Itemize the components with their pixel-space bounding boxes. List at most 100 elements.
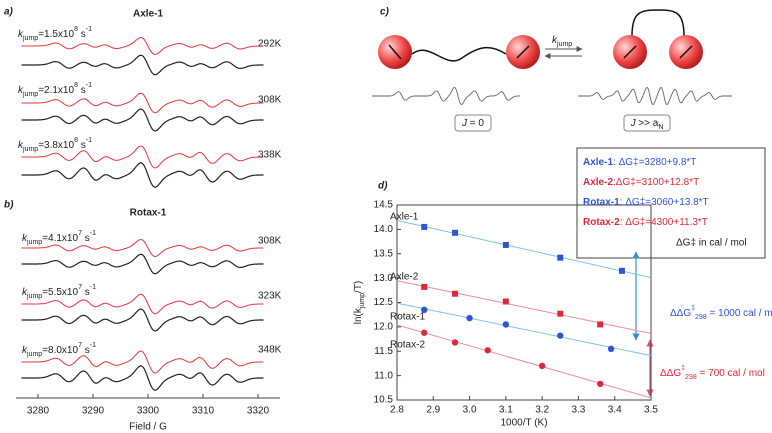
rate-label-part: k	[22, 287, 28, 298]
data-point	[421, 329, 428, 336]
rate-label-part: k	[18, 29, 24, 40]
data-point	[618, 267, 625, 274]
axis-title: ln(kjump/T)	[353, 281, 366, 325]
panel-label: c)	[380, 7, 390, 18]
x-tick-label: 3.5	[644, 405, 658, 416]
spin-arrow	[679, 45, 693, 59]
series-label: Rotax-2	[390, 340, 425, 351]
rate-label-part: =4.1x10	[42, 233, 78, 244]
annotation-part: ΔΔG	[660, 368, 681, 379]
rate-label: kjump	[552, 35, 572, 48]
x-tick-label: 2.8	[390, 405, 404, 416]
spectrum	[21, 162, 264, 188]
rate-label-part: k	[22, 345, 28, 356]
spectrum	[21, 54, 264, 76]
data-point	[557, 310, 564, 317]
rate-label-part: s	[78, 29, 86, 40]
data-point	[421, 283, 428, 290]
temperature-label: 308K	[258, 95, 282, 106]
spin-arrow	[516, 45, 530, 59]
axis-title-part: ln(k	[353, 307, 364, 324]
spectrum	[21, 350, 264, 374]
rate-label-part: k	[18, 140, 24, 151]
state-label-part: = 0	[467, 118, 484, 129]
y-tick-label: 12.5	[374, 297, 394, 308]
spin-arrow	[388, 44, 402, 60]
x-tick-label: 2.9	[426, 405, 440, 416]
rate-label-part: jump	[26, 239, 42, 246]
panel-title: Axle-1	[133, 9, 163, 20]
annotation: ΔΔG‡298 = 1000 cal / mol	[670, 305, 772, 321]
spectrum	[21, 365, 264, 391]
rate-label-part: -1	[90, 230, 96, 237]
fit-line	[396, 219, 652, 279]
rate-label-part: k	[22, 233, 28, 244]
series-label: Axle-2	[390, 272, 419, 283]
x-tick-label: 3320	[247, 406, 270, 417]
rate-label-part: 7	[78, 284, 82, 291]
data-point	[597, 380, 604, 388]
annotation-part: 298	[685, 374, 697, 381]
rate-label: kjump=4.1x107 s-1	[22, 230, 96, 246]
data-point	[502, 298, 509, 305]
panel-title: Rotax-1	[130, 208, 167, 219]
legend-entry: Axle-2:ΔG‡=3100+12.8*T	[583, 177, 699, 188]
rate-label-part: =1.5x10	[38, 29, 74, 40]
rate-label: kjump=8.0x107 s-1	[22, 342, 96, 358]
data-point	[538, 362, 546, 370]
panel-label: b)	[4, 200, 14, 211]
annotation-part: ‡	[681, 365, 685, 372]
schematic-spectrum	[372, 87, 520, 105]
spectrum	[21, 308, 264, 332]
legend-entry-part: : ΔG‡=3060+13.8*T	[620, 197, 709, 208]
spin-arrow	[623, 45, 637, 59]
rate-label-part: 8	[74, 26, 78, 33]
rate-label-part: s	[82, 345, 90, 356]
y-tick-label: 11.5	[374, 346, 393, 357]
data-point	[557, 332, 564, 339]
rate-label: kjump=1.5x108 s-1	[18, 26, 92, 42]
series-label: Rotax-1	[390, 312, 425, 323]
legend-box	[576, 147, 766, 259]
state-label-part: >> a	[636, 118, 659, 129]
axis-title-part: jump	[359, 293, 366, 309]
chain	[631, 9, 685, 37]
rate-label-part: -1	[86, 82, 92, 89]
axis-title: 1000/T (K)	[500, 418, 547, 429]
series-label: Axle-1	[390, 212, 419, 223]
schematic-spectrum	[578, 87, 732, 105]
data-point	[421, 223, 428, 230]
panel-label: a)	[4, 7, 14, 18]
rate-label-part: -1	[86, 137, 92, 144]
rate-label-part: -1	[90, 284, 96, 291]
state-label-part: J	[630, 118, 637, 129]
rate-label-part: jump	[22, 91, 38, 98]
rate-label-part: s	[78, 85, 86, 96]
rate-label-part: jump	[22, 146, 38, 153]
legend-entry: Axle-1: ΔG‡=3280+9.8*T	[583, 157, 696, 168]
y-tick-label: 13.0	[374, 273, 394, 284]
spectrum	[21, 92, 264, 114]
legend-note: ΔG‡ in cal / mol	[676, 238, 747, 249]
temperature-label: 348K	[258, 345, 282, 356]
rate-label-part: =8.0x10	[42, 345, 78, 356]
annotation: ΔΔG‡298 = 700 cal / mol	[660, 365, 765, 381]
state-label: J = 0	[461, 118, 484, 129]
data-point	[502, 241, 509, 248]
y-tick-label: 10.5	[374, 395, 394, 406]
y-tick-label: 14.5	[374, 200, 394, 211]
y-tick-label: 12.0	[374, 322, 394, 333]
x-tick-label: 3.4	[608, 405, 622, 416]
legend-entry-part: : ΔG‡=4300+11.3*T	[620, 217, 708, 228]
rate-label-part: jump	[22, 35, 38, 42]
x-tick-label: 3290	[82, 406, 105, 417]
fit-line	[396, 280, 652, 335]
y-tick-label: 13.5	[374, 248, 394, 259]
rate-label: kjump=3.8x108 s-1	[18, 137, 92, 153]
y-tick-label: 14.0	[374, 224, 394, 235]
legend-entry-part: Rotax-2	[583, 217, 620, 228]
rate-label: kjump=5.5x107 s-1	[22, 284, 96, 300]
data-point	[484, 347, 491, 354]
rate-label-part: 8	[74, 82, 78, 89]
